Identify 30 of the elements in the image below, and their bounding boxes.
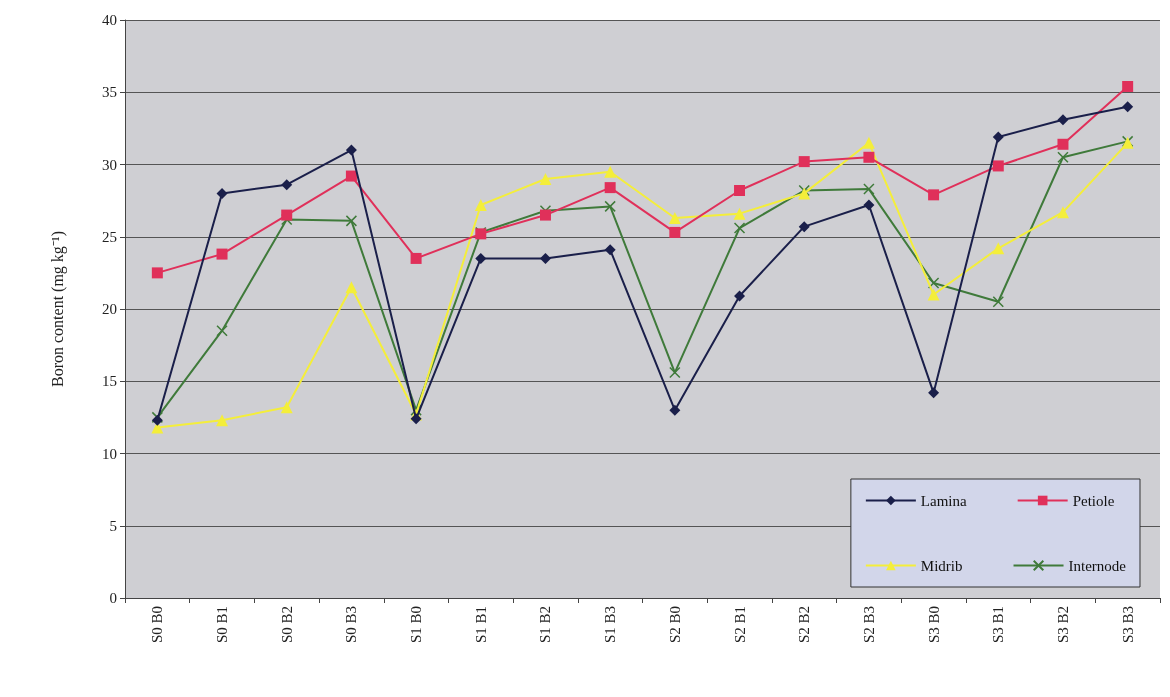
legend-label: Petiole	[1072, 492, 1115, 509]
x-tick-label: S1 B2	[537, 606, 554, 644]
x-tick-label: S3 B1	[990, 606, 1007, 644]
x-tick-label: S2 B0	[666, 606, 683, 644]
legend-label: Midrib	[920, 557, 963, 574]
x-tick-label: S2 B2	[796, 606, 813, 644]
x-tick-label: S2 B3	[860, 606, 877, 644]
y-tick-label: 0	[109, 590, 117, 606]
x-tick-label: S1 B3	[602, 606, 619, 644]
x-tick-label: S0 B0	[149, 606, 166, 644]
x-tick-label: S3 B0	[925, 606, 942, 644]
y-tick-label: 10	[102, 445, 117, 462]
x-tick-label: S3 B2	[1054, 606, 1071, 644]
y-tick-label: 5	[109, 517, 117, 534]
y-tick-label: 25	[102, 228, 117, 245]
x-tick-label: S1 B1	[472, 606, 489, 644]
legend-label: Internode	[1068, 557, 1127, 574]
y-tick-label: 20	[102, 301, 117, 317]
x-tick-label: S2 B1	[731, 606, 748, 644]
x-tick-label: S0 B1	[214, 606, 231, 644]
y-tick-label: 30	[102, 156, 117, 173]
y-tick-label: 40	[102, 12, 117, 28]
x-tick-label: S3 B3	[1119, 606, 1136, 644]
y-tick-label: 35	[102, 84, 117, 101]
x-tick-label: S0 B2	[278, 606, 295, 644]
x-tick-label: S0 B3	[343, 606, 360, 644]
x-tick-label: S1 B0	[408, 606, 425, 644]
y-axis-title: Boron content (mg kg⁻¹)	[48, 231, 67, 387]
legend-label: Lamina	[920, 492, 968, 509]
y-tick-label: 15	[102, 373, 117, 390]
